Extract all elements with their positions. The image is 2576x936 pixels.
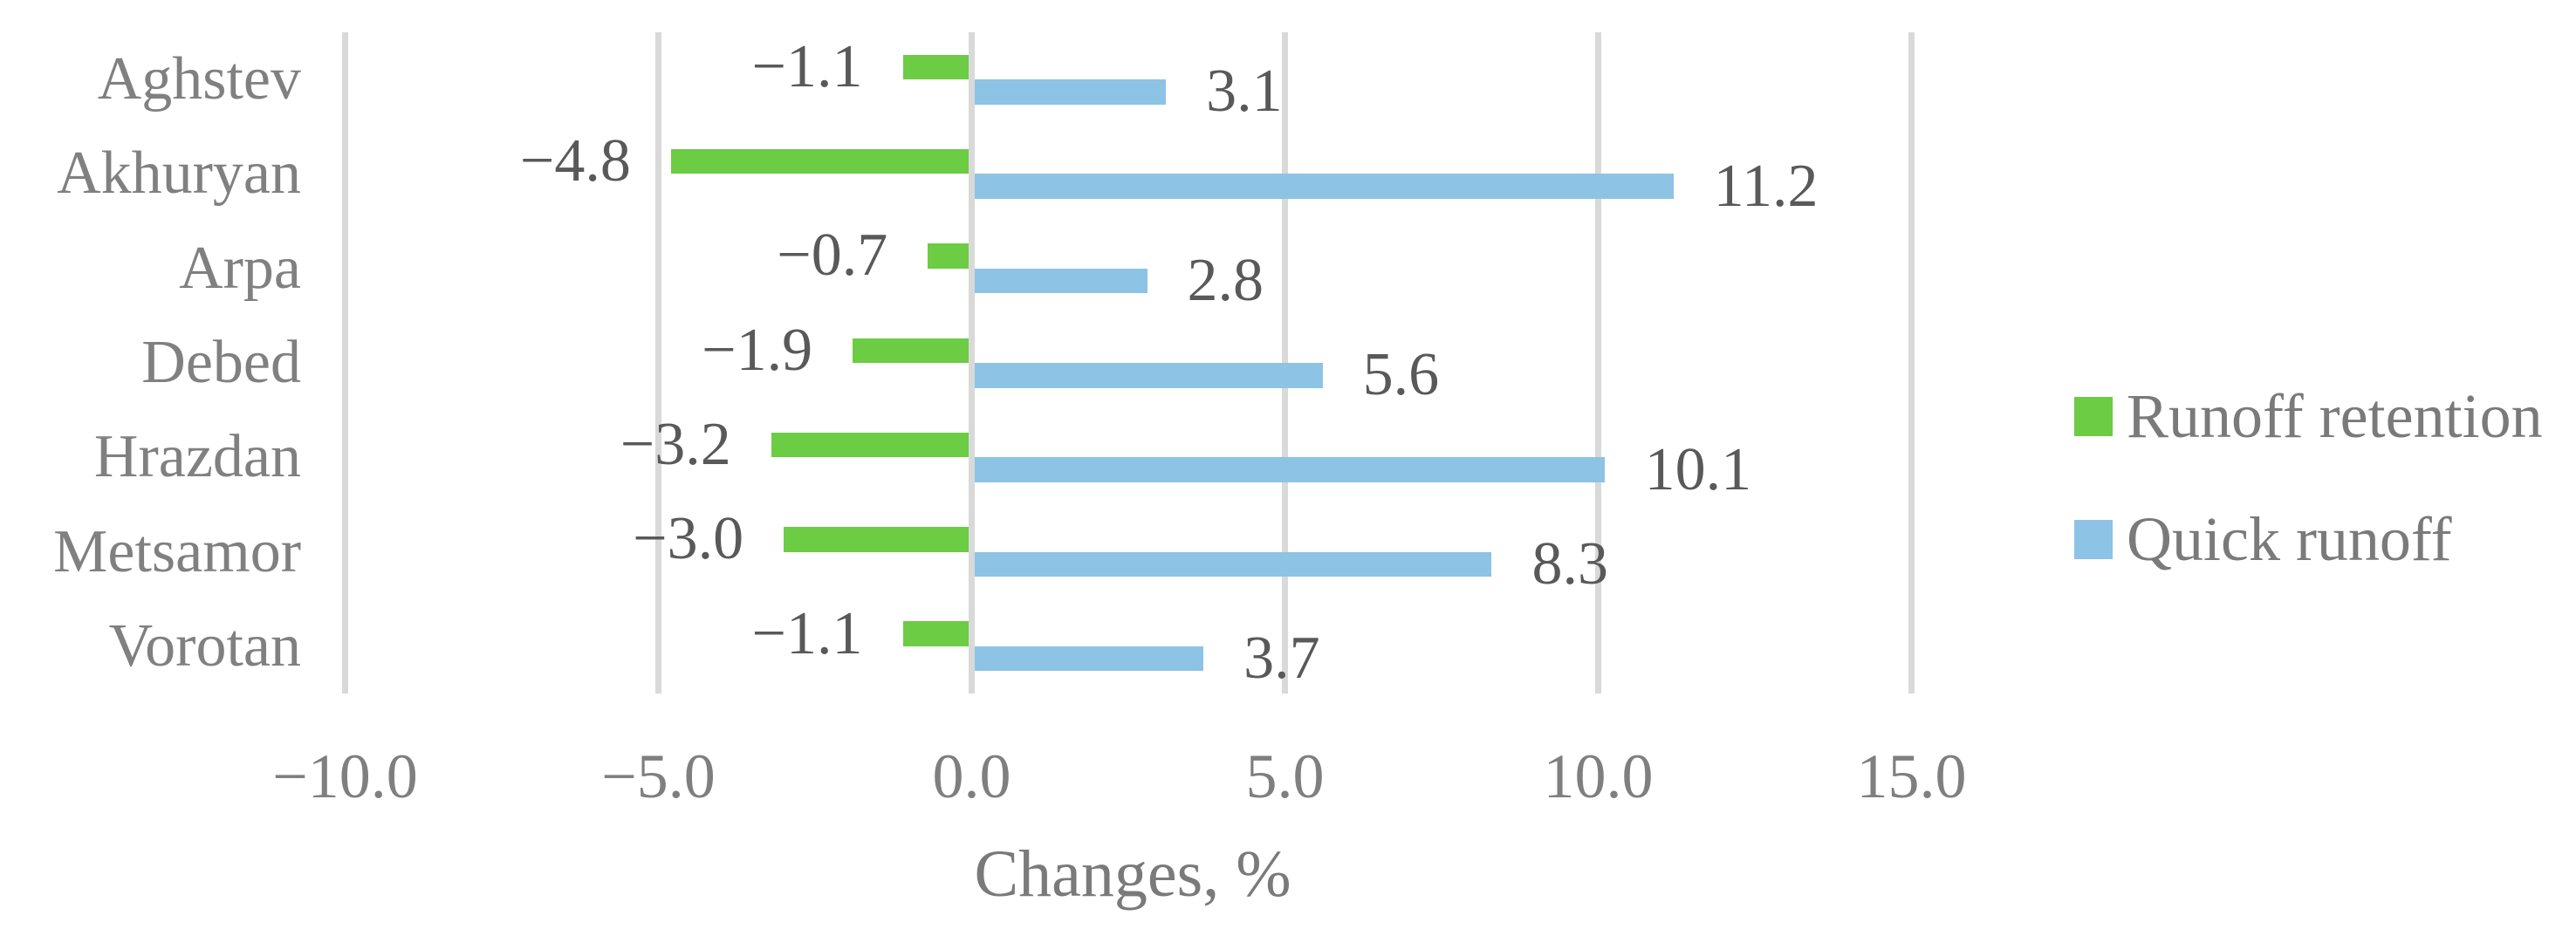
category-label-akhuryan: Akhuryan bbox=[57, 140, 301, 208]
bar-runoff-retention-debed bbox=[853, 338, 969, 363]
x-tick-label: 10.0 bbox=[1543, 741, 1654, 811]
data-label-runoff-retention-metsamor: −3.0 bbox=[633, 505, 744, 573]
data-label-runoff-retention-arpa: −0.7 bbox=[777, 222, 888, 290]
data-label-runoff-retention-aghstev: −1.1 bbox=[751, 32, 863, 100]
data-label-quick-runoff-aghstev: 3.1 bbox=[1206, 58, 1283, 126]
bar-quick-runoff-arpa bbox=[975, 268, 1148, 294]
x-axis-title: Changes, % bbox=[974, 837, 1291, 911]
legend-swatch-quick-runoff bbox=[2074, 519, 2113, 559]
bar-quick-runoff-metsamor bbox=[975, 551, 1492, 577]
data-label-runoff-retention-debed: −1.9 bbox=[702, 316, 813, 384]
category-label-aghstev: Aghstev bbox=[97, 45, 301, 113]
data-label-quick-runoff-akhuryan: 11.2 bbox=[1713, 152, 1819, 220]
data-label-runoff-retention-hrazdan: −3.2 bbox=[620, 411, 731, 479]
x-tick-label: 15.0 bbox=[1856, 741, 1967, 811]
data-label-quick-runoff-arpa: 2.8 bbox=[1187, 246, 1264, 314]
legend-label-quick-runoff: Quick runoff bbox=[2127, 504, 2452, 574]
bar-quick-runoff-vorotan bbox=[975, 646, 1204, 672]
gridline bbox=[655, 32, 661, 693]
category-label-vorotan: Vorotan bbox=[108, 611, 301, 680]
x-tick-label: 0.0 bbox=[932, 741, 1011, 811]
gridline bbox=[1595, 32, 1601, 693]
bar-runoff-retention-arpa bbox=[928, 243, 969, 269]
category-label-hrazdan: Hrazdan bbox=[93, 423, 301, 491]
x-tick-label: −5.0 bbox=[601, 741, 716, 811]
category-label-metsamor: Metsamor bbox=[53, 517, 301, 585]
data-label-quick-runoff-metsamor: 8.3 bbox=[1531, 529, 1608, 598]
bar-runoff-retention-vorotan bbox=[902, 621, 969, 646]
category-label-arpa: Arpa bbox=[179, 234, 301, 302]
gridline bbox=[1908, 32, 1915, 693]
bar-runoff-retention-aghstev bbox=[902, 54, 969, 80]
bar-quick-runoff-akhuryan bbox=[975, 174, 1674, 199]
data-label-quick-runoff-vorotan: 3.7 bbox=[1243, 625, 1320, 693]
data-label-quick-runoff-debed: 5.6 bbox=[1362, 341, 1440, 409]
bar-quick-runoff-debed bbox=[975, 363, 1323, 388]
bar-runoff-retention-hrazdan bbox=[771, 432, 969, 458]
data-label-quick-runoff-hrazdan: 10.1 bbox=[1644, 435, 1752, 503]
legend-swatch-runoff-retention bbox=[2074, 396, 2113, 436]
bar-runoff-retention-metsamor bbox=[784, 527, 969, 552]
data-label-runoff-retention-akhuryan: −4.8 bbox=[519, 127, 631, 195]
gridline bbox=[342, 32, 348, 693]
x-tick-label: −10.0 bbox=[272, 741, 418, 811]
legend-label-runoff-retention: Runoff retention bbox=[2127, 381, 2543, 451]
x-tick-label: 5.0 bbox=[1245, 741, 1325, 811]
bar-quick-runoff-hrazdan bbox=[975, 457, 1605, 482]
category-label-debed: Debed bbox=[141, 329, 301, 396]
bar-runoff-retention-akhuryan bbox=[670, 148, 969, 174]
data-label-runoff-retention-vorotan: −1.1 bbox=[751, 599, 863, 667]
bar-quick-runoff-aghstev bbox=[975, 79, 1167, 105]
zero-gridline bbox=[969, 32, 975, 693]
